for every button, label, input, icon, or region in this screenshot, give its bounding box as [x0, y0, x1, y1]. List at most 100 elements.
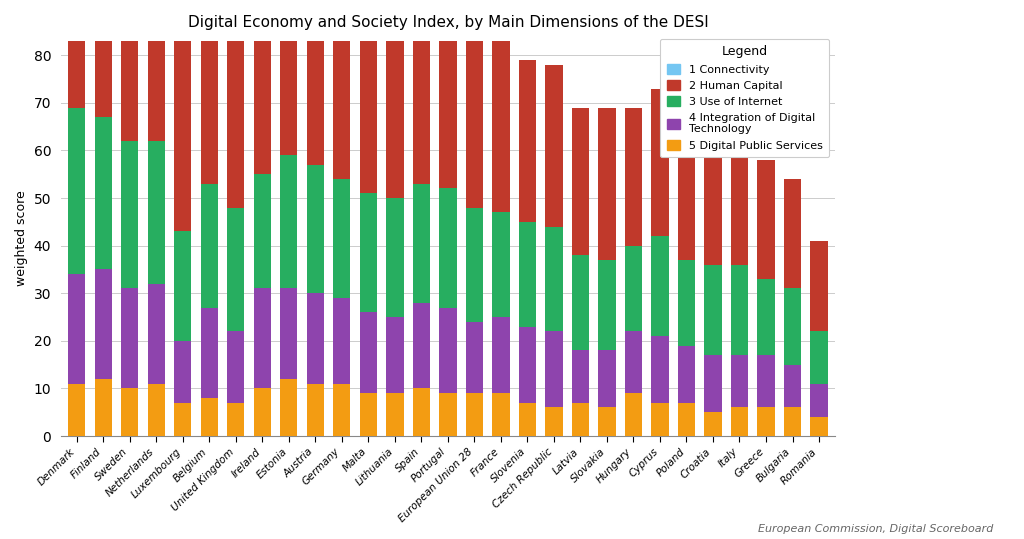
Bar [201, 398, 218, 436]
Bar [413, 184, 430, 436]
Bar [121, 288, 138, 389]
Bar [784, 179, 801, 288]
Bar [307, 0, 324, 165]
Bar [678, 403, 695, 436]
Bar [281, 379, 298, 436]
Bar [519, 222, 536, 327]
Bar [571, 403, 589, 436]
Bar [281, 0, 298, 155]
Bar [651, 236, 669, 336]
Bar [69, 103, 85, 436]
Bar [254, 288, 271, 389]
Bar [121, 141, 138, 288]
Bar [359, 12, 377, 194]
Bar [731, 265, 749, 355]
Bar [784, 365, 801, 407]
Bar [466, 393, 483, 436]
Bar [571, 212, 589, 436]
Bar [147, 0, 165, 141]
Bar [359, 393, 377, 436]
Bar [651, 88, 669, 236]
Bar [651, 403, 669, 436]
Bar [439, 22, 457, 189]
Bar [174, 403, 191, 436]
Bar [625, 331, 642, 393]
Bar [731, 132, 749, 265]
Bar [678, 345, 695, 403]
Bar [598, 407, 615, 436]
Bar [598, 350, 615, 407]
Bar [254, 389, 271, 436]
Bar [546, 65, 562, 226]
Bar [705, 355, 722, 412]
Bar [227, 403, 245, 436]
Bar [731, 407, 749, 436]
Bar [466, 36, 483, 208]
Bar [731, 355, 749, 407]
Bar [147, 284, 165, 384]
Bar [307, 165, 324, 293]
Bar [784, 288, 801, 365]
Bar [810, 241, 827, 331]
Bar [493, 194, 510, 436]
Bar [705, 265, 722, 355]
Bar [598, 260, 615, 350]
Bar [758, 255, 774, 436]
Bar [439, 184, 457, 436]
Bar [254, 0, 271, 174]
Bar [413, 389, 430, 436]
Bar [784, 407, 801, 436]
Bar [439, 308, 457, 393]
Bar [519, 198, 536, 436]
Bar [281, 288, 298, 379]
Bar [94, 270, 112, 379]
Bar [386, 317, 403, 393]
Bar [69, 0, 85, 108]
Bar [731, 236, 749, 436]
Bar [359, 312, 377, 393]
Bar [69, 384, 85, 436]
Bar [386, 198, 403, 317]
Bar [413, 184, 430, 303]
Title: Digital Economy and Society Index, by Main Dimensions of the DESI: Digital Economy and Society Index, by Ma… [187, 15, 709, 30]
Bar [519, 327, 536, 403]
Bar [281, 155, 298, 288]
Bar [519, 60, 536, 222]
Bar [333, 3, 350, 179]
Bar [333, 179, 350, 298]
Bar [359, 174, 377, 436]
Bar [333, 298, 350, 384]
Bar [625, 108, 642, 246]
Bar [493, 212, 510, 317]
Bar [758, 279, 774, 355]
Bar [598, 108, 615, 260]
Bar [651, 336, 669, 403]
Bar [678, 236, 695, 436]
Bar [439, 189, 457, 308]
Bar [121, 0, 138, 141]
Bar [758, 407, 774, 436]
Bar [147, 141, 165, 284]
Bar [493, 36, 510, 212]
Bar [94, 379, 112, 436]
Bar [493, 393, 510, 436]
Bar [571, 350, 589, 403]
Bar [413, 0, 430, 184]
Bar [174, 231, 191, 341]
Bar [625, 246, 642, 331]
Bar [546, 407, 562, 436]
Bar [625, 222, 642, 436]
Bar [307, 384, 324, 436]
Bar [227, 331, 245, 403]
Bar [546, 331, 562, 407]
Bar [466, 322, 483, 393]
Bar [758, 160, 774, 279]
Bar [678, 260, 695, 345]
Bar [121, 117, 138, 436]
Bar [625, 393, 642, 436]
Bar [386, 393, 403, 436]
Bar [359, 194, 377, 312]
Bar [201, 184, 218, 308]
Bar [307, 165, 324, 436]
Bar [69, 274, 85, 384]
